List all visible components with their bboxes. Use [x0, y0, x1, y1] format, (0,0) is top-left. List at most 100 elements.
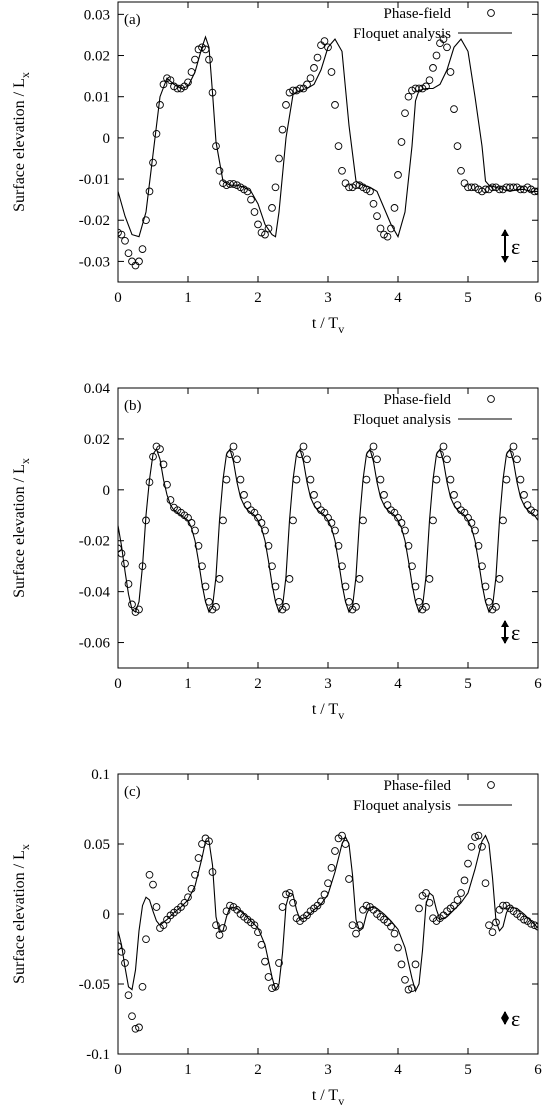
data-point: [198, 562, 206, 571]
data-point: [352, 181, 360, 190]
data-point: [471, 833, 479, 841]
data-point: [394, 943, 402, 952]
data-point: [264, 973, 273, 981]
data-point: [257, 519, 266, 527]
x-tick-label: 1: [184, 1062, 192, 1078]
data-point: [261, 230, 269, 239]
data-point: [268, 562, 276, 571]
data-point: [425, 575, 434, 583]
data-point: [233, 455, 241, 464]
x-tick-label: 2: [254, 290, 262, 306]
data-point: [289, 86, 297, 95]
data-point: [453, 896, 462, 904]
data-point: [481, 185, 490, 194]
y-tick-label: -0.1: [86, 1047, 110, 1063]
floquet-line: [118, 834, 538, 993]
data-point: [453, 142, 462, 150]
data-point: [352, 929, 360, 938]
data-point: [327, 863, 336, 872]
data-point: [124, 580, 133, 588]
data-point: [457, 889, 465, 897]
data-point: [450, 491, 458, 499]
data-point: [317, 41, 325, 50]
data-point: [397, 519, 406, 527]
data-point: [121, 236, 129, 245]
data-point: [118, 947, 126, 956]
x-tick-label: 4: [394, 290, 402, 306]
data-point: [439, 442, 448, 451]
data-point: [327, 519, 336, 527]
data-point: [275, 959, 283, 967]
data-point: [408, 562, 416, 571]
data-point: [481, 879, 490, 888]
data-point: [450, 105, 458, 113]
x-tick-label: 5: [464, 1062, 472, 1078]
data-point: [156, 101, 164, 109]
panel-label: (a): [124, 12, 141, 28]
forcing-epsilon: ε: [511, 1006, 520, 1031]
data-point: [121, 559, 129, 568]
data-point: [499, 516, 507, 525]
data-point: [467, 183, 476, 192]
data-point: [380, 491, 388, 499]
data-point: [401, 975, 409, 984]
x-axis-label-main: t / T: [312, 315, 339, 332]
data-point: [495, 575, 504, 583]
y-axis-label-main: Surface elevation / L: [11, 464, 28, 598]
data-point: [240, 491, 248, 499]
data-point: [163, 480, 171, 489]
x-tick-label: 5: [464, 676, 472, 692]
data-point: [226, 901, 234, 910]
data-point: [299, 442, 308, 451]
x-tick-label: 1: [184, 676, 192, 692]
x-tick-label: 3: [324, 676, 332, 692]
series-0: [118, 442, 538, 616]
chart-panel-1: 0 1 2 3 4 5 6 -0.03 -0.02 -0.01 0 0.01 0.02 0.03 t / T…: [11, 1, 542, 336]
data-point: [338, 166, 346, 175]
data-point: [135, 1023, 143, 1032]
data-point: [467, 519, 476, 527]
data-point: [145, 870, 154, 879]
data-point: [516, 475, 525, 484]
data-point: [443, 455, 451, 464]
data-point: [401, 526, 409, 535]
data-point: [534, 922, 538, 931]
data-point: [341, 179, 350, 188]
series-0: [118, 831, 538, 1033]
data-point: [324, 43, 332, 52]
y-tick-label: 0.02: [84, 49, 110, 65]
data-point: [359, 516, 367, 525]
data-point: [275, 154, 283, 163]
data-point: [376, 224, 385, 233]
data-point: [443, 43, 451, 52]
forcing-arrow-down-icon: [501, 1018, 509, 1025]
data-point: [408, 984, 416, 993]
data-point: [502, 475, 511, 484]
data-point: [118, 549, 126, 558]
y-axis-label: Surface elevation / Lx: [11, 72, 32, 212]
data-point: [338, 831, 346, 840]
y-axis-label-main: Surface elevation / L: [11, 78, 28, 212]
data-point: [345, 875, 353, 883]
data-point: [118, 228, 122, 237]
data-point: [215, 575, 224, 583]
data-point: [401, 109, 409, 118]
data-point: [306, 74, 315, 83]
x-axis-label-sub: v: [338, 1094, 344, 1108]
y-axis-label: Surface elevation / Lx: [11, 844, 32, 984]
legend-label-floquet: Floquet analysis: [353, 798, 451, 814]
data-point: [331, 526, 339, 535]
data-point: [219, 516, 227, 525]
data-point: [138, 982, 147, 991]
data-point: [149, 880, 157, 889]
data-point: [474, 831, 483, 840]
data-point: [397, 960, 406, 969]
data-point: [124, 991, 133, 1000]
legend-label-phase: Phase-filed: [384, 778, 452, 794]
x-tick-label: 4: [394, 1062, 402, 1078]
data-point: [432, 51, 441, 60]
y-tick-label: 0.01: [84, 90, 110, 106]
data-point: [149, 158, 157, 167]
data-point: [404, 92, 413, 101]
